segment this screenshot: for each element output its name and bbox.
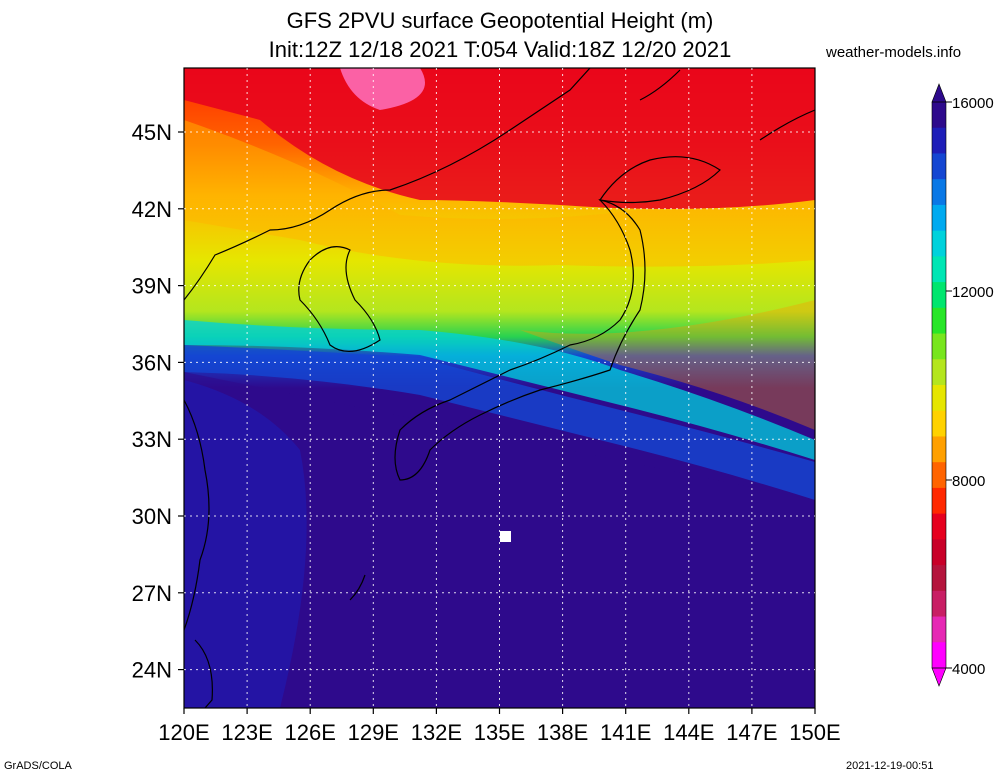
- colorbar-swatch: [932, 410, 946, 437]
- colorbar-swatch: [932, 590, 946, 618]
- colorbar-swatch: [932, 102, 946, 129]
- lat-label-30N: 30N: [132, 504, 172, 529]
- colorbar: [931, 83, 947, 687]
- colorbar-top-arrow: [931, 83, 947, 103]
- colorbar-frame: [931, 101, 947, 669]
- colorbar-swatch: [932, 436, 946, 463]
- lon-label-141E: 141E: [600, 720, 651, 745]
- colorbar-swatch: [932, 513, 946, 540]
- colorbar-swatch: [932, 230, 946, 257]
- colorbar-label-12000: 12000: [952, 284, 994, 301]
- colorbar-swatch: [932, 282, 946, 309]
- source-credit: weather-models.info: [826, 44, 962, 61]
- colorbar-swatch: [932, 307, 946, 335]
- longitude-labels: 120E 123E 126E 129E 132E 135E 138E 141E 144E 147E…: [158, 720, 840, 745]
- lon-label-123E: 123E: [221, 720, 272, 745]
- colorbar-labels: 16000 12000 8000 4000: [946, 95, 994, 678]
- colorbar-swatch: [932, 539, 946, 566]
- lon-label-132E: 132E: [411, 720, 462, 745]
- lon-label-138E: 138E: [537, 720, 588, 745]
- lat-label-27N: 27N: [132, 581, 172, 606]
- colorbar-swatch: [932, 256, 946, 283]
- footer-timestamp: 2021-12-19-00:51: [846, 760, 934, 772]
- lon-label-120E: 120E: [158, 720, 209, 745]
- colorbar-swatch: [932, 642, 946, 669]
- colorbar-swatch: [932, 127, 946, 154]
- height-field: [184, 68, 815, 708]
- lat-label-39N: 39N: [132, 274, 172, 299]
- colorbar-label-4000: 4000: [952, 661, 985, 678]
- lat-label-45N: 45N: [132, 120, 172, 145]
- lon-label-144E: 144E: [663, 720, 714, 745]
- lat-label-42N: 42N: [132, 197, 172, 222]
- grid-lines: [184, 68, 815, 708]
- colorbar-label-8000: 8000: [952, 473, 985, 490]
- lon-label-129E: 129E: [348, 720, 399, 745]
- chart-title: GFS 2PVU surface Geopotential Height (m): [286, 8, 714, 33]
- marker-square: [500, 531, 511, 542]
- lon-label-135E: 135E: [474, 720, 525, 745]
- colorbar-swatch: [932, 565, 946, 592]
- colorbar-swatch: [932, 179, 946, 206]
- colorbar-swatch: [932, 385, 946, 412]
- footer-software: GrADS/COLA: [4, 760, 72, 772]
- lon-label-147E: 147E: [726, 720, 777, 745]
- chart-subtitle: Init:12Z 12/18 2021 T:054 Valid:18Z 12/2…: [268, 37, 732, 62]
- lat-label-33N: 33N: [132, 427, 172, 452]
- colorbar-label-16000: 16000: [952, 95, 994, 112]
- lon-label-126E: 126E: [285, 720, 336, 745]
- colorbar-swatch: [932, 204, 946, 232]
- axis-ticks: [178, 131, 816, 714]
- lon-label-150E: 150E: [789, 720, 840, 745]
- colorbar-swatch: [932, 462, 946, 489]
- lat-label-36N: 36N: [132, 350, 172, 375]
- colorbar-swatch: [932, 359, 946, 386]
- lat-label-24N: 24N: [132, 658, 172, 683]
- colorbar-swatch: [932, 616, 946, 643]
- latitude-labels: 24N 27N 30N 33N 36N 39N 42N 45N: [132, 120, 172, 683]
- colorbar-swatch: [932, 333, 946, 360]
- colorbar-bottom-arrow: [931, 667, 947, 687]
- colorbar-swatch: [932, 153, 946, 180]
- colorbar-swatch: [932, 487, 946, 515]
